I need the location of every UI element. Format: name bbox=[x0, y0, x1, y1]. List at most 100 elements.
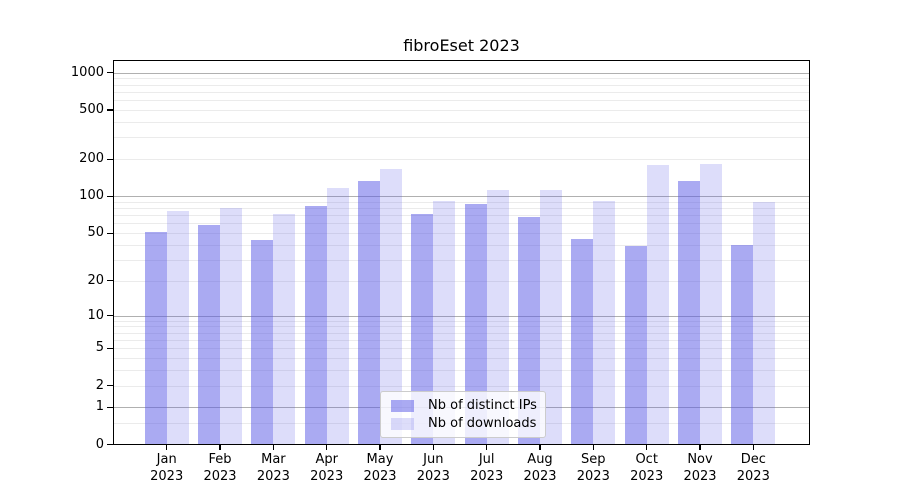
y-tick bbox=[107, 315, 113, 317]
legend-swatch-downloads bbox=[391, 417, 414, 430]
gridline-minor bbox=[114, 385, 809, 387]
bar-distinct-ips bbox=[411, 214, 434, 444]
x-tick-label: Feb 2023 bbox=[203, 452, 237, 484]
y-tick bbox=[107, 232, 113, 234]
x-tick bbox=[699, 445, 701, 450]
bar-downloads bbox=[646, 165, 669, 444]
gridline-minor bbox=[114, 109, 809, 111]
gridline-minor bbox=[114, 326, 809, 328]
gridline-minor bbox=[114, 215, 809, 217]
y-tick-label: 10 bbox=[87, 307, 104, 323]
bar-distinct-ips bbox=[731, 244, 754, 444]
bar-downloads bbox=[326, 188, 349, 444]
bar-downloads bbox=[166, 210, 189, 444]
x-tick-label: Nov 2023 bbox=[683, 452, 717, 484]
x-tick bbox=[326, 445, 328, 450]
y-tick bbox=[107, 385, 113, 387]
x-tick bbox=[219, 445, 221, 450]
x-tick-label: Mar 2023 bbox=[256, 452, 290, 484]
x-tick bbox=[646, 445, 648, 450]
gridline-minor bbox=[114, 208, 809, 209]
bar-distinct-ips bbox=[251, 239, 274, 444]
x-tick-label: Apr 2023 bbox=[310, 452, 344, 484]
gridline-minor bbox=[114, 223, 809, 225]
bar-downloads bbox=[486, 189, 509, 444]
gridline-minor bbox=[114, 84, 809, 86]
bar-distinct-ips bbox=[518, 216, 540, 444]
gridline-minor bbox=[114, 358, 809, 359]
y-tick bbox=[107, 280, 113, 282]
bar-distinct-ips bbox=[144, 231, 167, 444]
x-tick-label: Jun 2023 bbox=[416, 452, 450, 484]
y-tick-label: 50 bbox=[87, 225, 104, 240]
gridline-minor bbox=[114, 121, 809, 123]
gridline-minor bbox=[114, 201, 809, 203]
gridline-minor bbox=[114, 259, 809, 261]
x-tick-label: Jul 2023 bbox=[470, 452, 504, 484]
legend-swatch-distinct-ips bbox=[391, 399, 414, 412]
bar-downloads bbox=[220, 208, 242, 444]
bar-distinct-ips bbox=[198, 225, 220, 444]
y-tick-label: 20 bbox=[87, 272, 104, 288]
gridline-minor bbox=[114, 233, 809, 234]
x-tick-label: Dec 2023 bbox=[736, 452, 770, 484]
gridline-minor bbox=[114, 332, 809, 334]
bar-downloads bbox=[273, 213, 296, 444]
gridline-100 bbox=[114, 196, 809, 198]
x-tick bbox=[432, 445, 434, 450]
y-tick bbox=[107, 444, 113, 446]
x-tick bbox=[486, 445, 488, 450]
gridline-minor bbox=[114, 244, 809, 246]
bar-distinct-ips bbox=[358, 181, 380, 444]
x-tick-label: Jan 2023 bbox=[150, 452, 184, 484]
bar-distinct-ips bbox=[304, 206, 327, 444]
x-tick-label: May 2023 bbox=[363, 452, 397, 484]
y-tick-label: 0 bbox=[95, 436, 104, 452]
bar-distinct-ips bbox=[678, 180, 700, 444]
y-tick bbox=[107, 158, 113, 160]
gridline-minor bbox=[114, 91, 809, 93]
gridline-minor bbox=[114, 137, 809, 139]
y-tick bbox=[107, 347, 113, 349]
y-tick-label: 1000 bbox=[70, 64, 104, 80]
bar-distinct-ips bbox=[464, 204, 487, 444]
chart-title: fibroEset 2023 bbox=[403, 36, 520, 55]
x-tick-label: Oct 2023 bbox=[630, 452, 664, 484]
y-tick-label: 200 bbox=[79, 151, 104, 167]
y-tick bbox=[107, 195, 113, 197]
gridline-minor bbox=[114, 78, 809, 80]
x-tick bbox=[592, 445, 594, 450]
y-tick bbox=[107, 109, 113, 111]
x-tick bbox=[379, 445, 381, 450]
bar-downloads bbox=[540, 189, 562, 444]
legend-label-distinct-ips: Nb of distinct IPs bbox=[428, 398, 537, 413]
y-tick bbox=[107, 72, 113, 74]
gridline-minor bbox=[114, 159, 809, 161]
legend: Nb of distinct IPs Nb of downloads bbox=[380, 391, 546, 438]
legend-item-downloads: Nb of downloads bbox=[387, 416, 539, 431]
bar-downloads bbox=[593, 200, 616, 444]
bar-distinct-ips bbox=[624, 246, 647, 444]
legend-label-downloads: Nb of downloads bbox=[428, 416, 537, 431]
plot-area bbox=[113, 60, 810, 445]
y-tick-label: 100 bbox=[79, 188, 104, 204]
x-tick-label: Aug 2023 bbox=[523, 452, 557, 484]
x-tick bbox=[166, 445, 168, 450]
bar-downloads bbox=[380, 169, 402, 444]
y-tick-label: 5 bbox=[95, 340, 104, 356]
x-tick-label: Sep 2023 bbox=[576, 452, 610, 484]
x-tick bbox=[539, 445, 541, 450]
bar-downloads bbox=[753, 201, 776, 444]
y-tick bbox=[107, 406, 113, 409]
y-tick-label: 1 bbox=[95, 399, 104, 415]
bar-distinct-ips bbox=[571, 238, 594, 444]
x-tick bbox=[752, 445, 754, 450]
gridline-minor bbox=[114, 370, 809, 371]
gridline-10 bbox=[114, 315, 809, 317]
gridline-minor bbox=[114, 280, 809, 282]
gridline-minor bbox=[114, 339, 809, 341]
x-tick bbox=[272, 445, 274, 450]
legend-item-distinct-ips: Nb of distinct IPs bbox=[387, 398, 539, 413]
y-tick-label: 2 bbox=[95, 377, 104, 393]
